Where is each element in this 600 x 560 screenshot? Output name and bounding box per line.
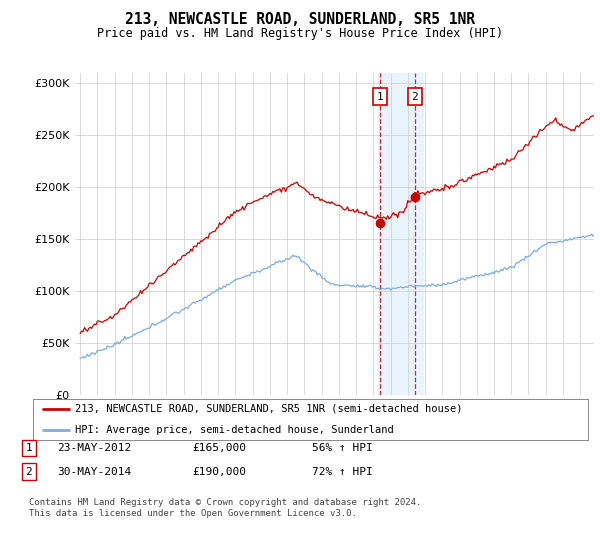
Text: 30-MAY-2014: 30-MAY-2014 (57, 466, 131, 477)
Bar (379, 73, 424, 395)
Text: 1: 1 (25, 443, 32, 453)
Text: 213, NEWCASTLE ROAD, SUNDERLAND, SR5 1NR (semi-detached house): 213, NEWCASTLE ROAD, SUNDERLAND, SR5 1NR… (74, 404, 462, 414)
Text: £190,000: £190,000 (192, 466, 246, 477)
Text: 2: 2 (412, 92, 418, 102)
Text: 213, NEWCASTLE ROAD, SUNDERLAND, SR5 1NR: 213, NEWCASTLE ROAD, SUNDERLAND, SR5 1NR (125, 12, 475, 27)
Text: Price paid vs. HM Land Registry's House Price Index (HPI): Price paid vs. HM Land Registry's House … (97, 27, 503, 40)
Text: £165,000: £165,000 (192, 443, 246, 453)
Text: 56% ↑ HPI: 56% ↑ HPI (312, 443, 373, 453)
Text: 72% ↑ HPI: 72% ↑ HPI (312, 466, 373, 477)
Text: Contains HM Land Registry data © Crown copyright and database right 2024.
This d: Contains HM Land Registry data © Crown c… (29, 498, 421, 518)
Text: 1: 1 (376, 92, 383, 102)
Text: HPI: Average price, semi-detached house, Sunderland: HPI: Average price, semi-detached house,… (74, 425, 394, 435)
Text: 23-MAY-2012: 23-MAY-2012 (57, 443, 131, 453)
Text: 2: 2 (25, 466, 32, 477)
